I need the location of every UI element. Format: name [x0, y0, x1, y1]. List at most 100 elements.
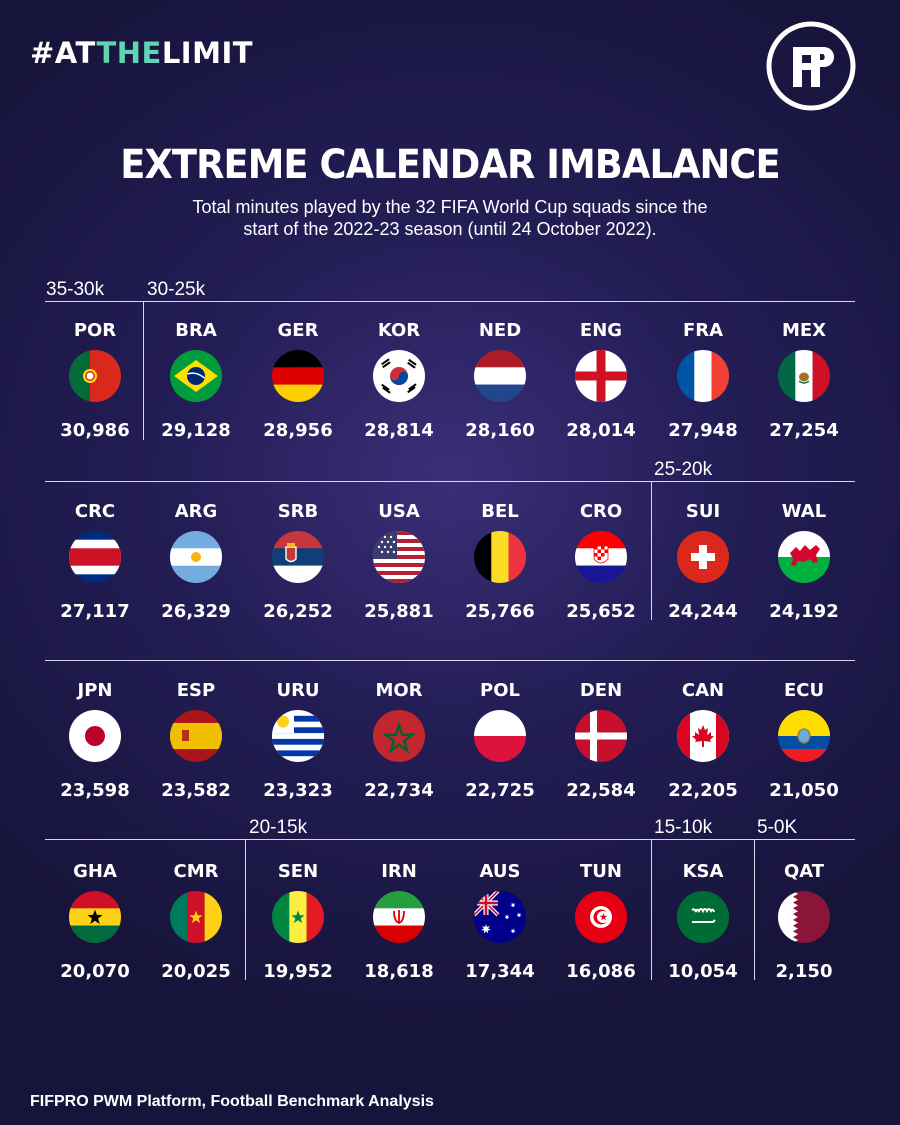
- minutes-value: 23,598: [60, 780, 130, 801]
- wal-flag-icon: [778, 531, 830, 583]
- range-label-30-25k: 30-25k: [147, 279, 206, 300]
- can-flag-icon: [677, 710, 729, 762]
- team-code: ARG: [174, 501, 218, 522]
- team-code: ENG: [579, 320, 623, 341]
- minutes-value: 28,814: [364, 420, 434, 441]
- minutes-value: 23,582: [161, 780, 231, 801]
- ger-flag-icon: [272, 350, 324, 402]
- source-note: FIFPRO PWM Platform, Football Benchmark …: [30, 1093, 434, 1110]
- group-divider-15-10k: [651, 839, 652, 980]
- ned-flag-icon: [474, 350, 526, 402]
- por-flag-icon: [69, 350, 121, 402]
- range-label-25-20k: 25-20k: [654, 459, 713, 480]
- team-code: FRA: [682, 320, 724, 341]
- minutes-value: 30,986: [60, 420, 130, 441]
- team-code: ECU: [783, 680, 825, 701]
- minutes-value: 22,725: [465, 780, 535, 801]
- minutes-value: 22,734: [364, 780, 434, 801]
- group-divider-35-30k: [143, 301, 144, 440]
- minutes-value: 20,025: [161, 961, 231, 982]
- uru-flag-icon: [272, 710, 324, 762]
- minutes-value: 26,329: [161, 601, 231, 622]
- team-code: CRO: [579, 501, 623, 522]
- minutes-value: 16,086: [566, 961, 636, 982]
- team-code: IRN: [381, 861, 417, 882]
- team-code: POL: [480, 680, 520, 701]
- minutes-value: 24,192: [769, 601, 839, 622]
- qat-flag-icon: [778, 891, 830, 943]
- team-code: SEN: [277, 861, 319, 882]
- group-divider-5-0k: [754, 839, 755, 980]
- tun-flag-icon: [575, 891, 627, 943]
- den-flag-icon: [575, 710, 627, 762]
- range-label-20-15k: 20-15k: [249, 817, 308, 838]
- team-code: ESP: [176, 680, 216, 701]
- minutes-value: 27,254: [769, 420, 839, 441]
- team-code: MOR: [375, 680, 423, 701]
- minutes-value: 28,014: [566, 420, 636, 441]
- fra-flag-icon: [677, 350, 729, 402]
- team-code: TUN: [580, 861, 622, 882]
- minutes-value: 17,344: [465, 961, 535, 982]
- minutes-value: 25,652: [566, 601, 636, 622]
- row-4-divider: [45, 839, 855, 840]
- kor-flag-icon: [373, 350, 425, 402]
- bra-flag-icon: [170, 350, 222, 402]
- cro-flag-icon: [575, 531, 627, 583]
- irn-flag-icon: [373, 891, 425, 943]
- minutes-value: 24,244: [668, 601, 738, 622]
- hashtag-accent: THE: [96, 36, 162, 70]
- team-code: NED: [478, 320, 522, 341]
- team-code: JPN: [77, 680, 113, 701]
- crc-flag-icon: [69, 531, 121, 583]
- ksa-flag-icon: [677, 891, 729, 943]
- group-divider-25-20k: [651, 481, 652, 620]
- subtitle-line-1: Total minutes played by the 32 FIFA Worl…: [192, 197, 708, 217]
- minutes-value: 29,128: [161, 420, 231, 441]
- minutes-value: 28,956: [263, 420, 333, 441]
- team-code: QAT: [783, 861, 825, 882]
- hashtag: #ATTHELIMIT: [30, 36, 253, 70]
- arg-flag-icon: [170, 531, 222, 583]
- chart-title: EXTREME CALENDAR IMBALANCE: [120, 142, 780, 188]
- team-code: POR: [73, 320, 117, 341]
- team-code: MEX: [781, 320, 827, 341]
- sen-flag-icon: [272, 891, 324, 943]
- team-code: CRC: [74, 501, 116, 522]
- minutes-value: 21,050: [769, 780, 839, 801]
- pol-flag-icon: [474, 710, 526, 762]
- fifpro-logo: [766, 21, 856, 111]
- minutes-value: 26,252: [263, 601, 333, 622]
- row-1-divider: [45, 301, 855, 302]
- team-code: URU: [276, 680, 320, 701]
- minutes-value: 20,070: [60, 961, 130, 982]
- range-label-15-10k: 15-10k: [654, 817, 713, 838]
- subtitle-line-2: start of the 2022-23 season (until 24 Oc…: [243, 219, 657, 239]
- jpn-flag-icon: [69, 710, 121, 762]
- chart-subtitle: Total minutes played by the 32 FIFA Worl…: [150, 196, 750, 240]
- minutes-value: 27,117: [60, 601, 130, 622]
- team-code: DEN: [579, 680, 623, 701]
- team-code: AUS: [479, 861, 521, 882]
- team-code: SRB: [277, 501, 319, 522]
- team-code: GER: [277, 320, 319, 341]
- group-divider-20-15k: [245, 839, 246, 980]
- usa-flag-icon: [373, 531, 425, 583]
- team-code: BRA: [175, 320, 217, 341]
- ecu-flag-icon: [778, 710, 830, 762]
- minutes-value: 18,618: [364, 961, 434, 982]
- minutes-value: 19,952: [263, 961, 333, 982]
- cmr-flag-icon: [170, 891, 222, 943]
- mor-flag-icon: [373, 710, 425, 762]
- team-code: WAL: [781, 501, 827, 522]
- row-2-divider: [45, 481, 855, 482]
- minutes-value: 27,948: [668, 420, 738, 441]
- mex-flag-icon: [778, 350, 830, 402]
- minutes-value: 23,323: [263, 780, 333, 801]
- team-code: KOR: [377, 320, 421, 341]
- team-code: CMR: [173, 861, 219, 882]
- range-label-35-30k: 35-30k: [46, 279, 105, 300]
- esp-flag-icon: [170, 710, 222, 762]
- minutes-value: 2,150: [775, 961, 833, 982]
- team-code: SUI: [685, 501, 721, 522]
